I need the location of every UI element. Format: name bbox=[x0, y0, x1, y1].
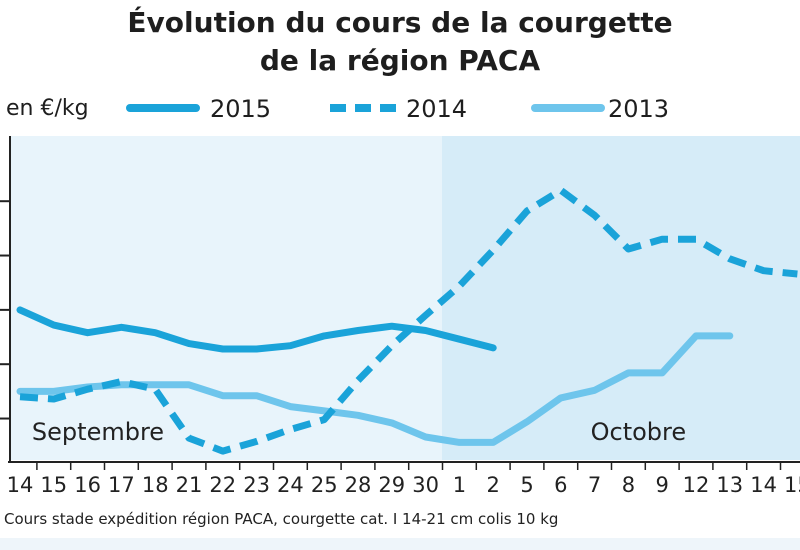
legend-label-2014: 2014 bbox=[406, 95, 467, 123]
x-tick-label: 9 bbox=[656, 473, 669, 497]
legend-label-2015: 2015 bbox=[210, 95, 271, 123]
x-tick-label: 15 bbox=[40, 473, 67, 497]
chart-title-line2: de la région PACA bbox=[259, 44, 541, 77]
x-tick-label: 30 bbox=[412, 473, 439, 497]
x-tick-label: 16 bbox=[74, 473, 101, 497]
x-tick-label: 23 bbox=[243, 473, 270, 497]
x-tick-label: 17 bbox=[108, 473, 135, 497]
x-tick-label: 2 bbox=[487, 473, 500, 497]
x-tick-label: 12 bbox=[683, 473, 710, 497]
x-tick-label: 21 bbox=[176, 473, 203, 497]
y-axis-unit-label: en €/kg bbox=[6, 96, 89, 121]
x-tick-label: 1 bbox=[453, 473, 466, 497]
period-label-septembre: Septembre bbox=[32, 418, 164, 446]
period-label-octobre: Octobre bbox=[591, 418, 687, 446]
x-tick-label: 25 bbox=[311, 473, 338, 497]
line-chart: 14 15 16 17 18 21 22 23 24 25 28 29 30 1 2 5 6 7 8 9 12 13 14 1… bbox=[0, 95, 800, 497]
x-tick-label: 24 bbox=[277, 473, 304, 497]
x-tick-label: 22 bbox=[209, 473, 236, 497]
x-tick-label: 8 bbox=[622, 473, 635, 497]
x-tick-label: 28 bbox=[345, 473, 372, 497]
chart-title-line1: Évolution du cours de la courgette bbox=[127, 6, 673, 39]
x-tick-label: 5 bbox=[520, 473, 533, 497]
x-tick-label: 15 bbox=[784, 473, 800, 497]
series-line-2015 bbox=[16, 306, 497, 353]
bottom-strip bbox=[0, 538, 800, 550]
footer-note: Cours stade expédition région PACA, cour… bbox=[4, 510, 559, 528]
x-tick-label: 29 bbox=[378, 473, 405, 497]
plot-background-september bbox=[10, 136, 442, 460]
x-tick-label: 6 bbox=[554, 473, 567, 497]
x-tick-label: 14 bbox=[7, 473, 34, 497]
plot-background-october bbox=[442, 136, 800, 460]
legend-label-2013: 2013 bbox=[608, 95, 669, 123]
x-tick-label: 13 bbox=[716, 473, 743, 497]
x-tick-label: 18 bbox=[142, 473, 169, 497]
x-tick-label: 7 bbox=[588, 473, 601, 497]
x-tick-label: 14 bbox=[750, 473, 777, 497]
